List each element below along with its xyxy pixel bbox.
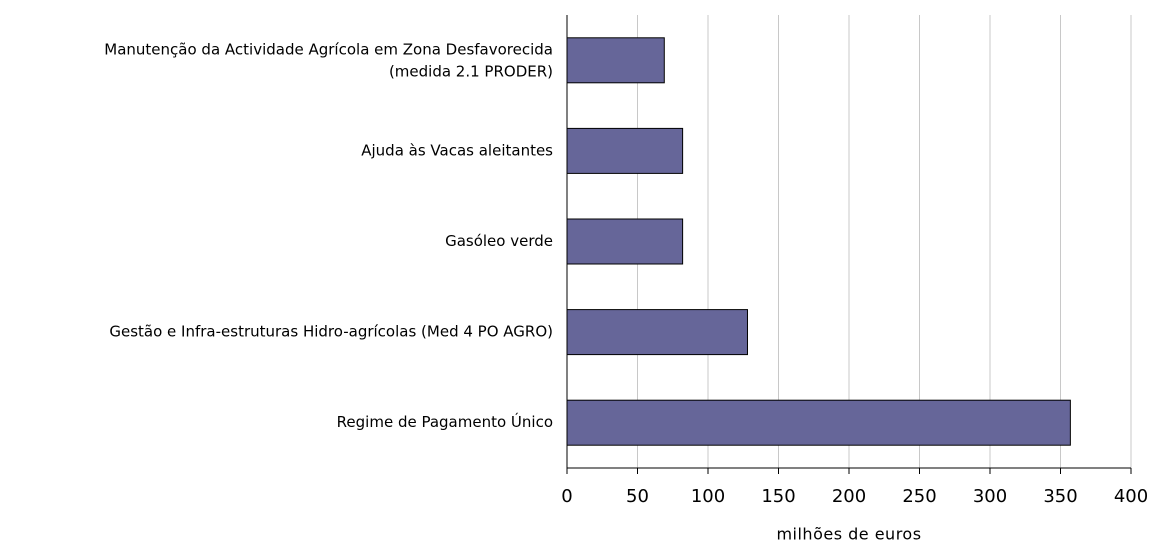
y-tick-label: Manutenção da Actividade Agrícola em Zon… xyxy=(104,40,553,80)
y-tick-label: Gestão e Infra-estruturas Hidro-agrícola… xyxy=(109,323,553,341)
x-tick-label: 0 xyxy=(561,486,572,507)
x-tick-label: 200 xyxy=(832,486,866,507)
y-tick-label: Gasóleo verde xyxy=(445,232,553,250)
x-tick-label: 250 xyxy=(902,486,936,507)
x-tick-label: 400 xyxy=(1114,486,1148,507)
x-tick-label: 100 xyxy=(691,486,725,507)
bar xyxy=(566,37,665,84)
x-tick-label: 150 xyxy=(761,486,795,507)
x-tick-label: 50 xyxy=(626,486,649,507)
y-tick-label: Regime de Pagamento Único xyxy=(337,412,553,431)
x-tick-label: 350 xyxy=(1043,486,1077,507)
y-tick-label: Ajuda às Vacas aleitantes xyxy=(361,141,553,159)
bar xyxy=(566,218,684,265)
bar xyxy=(566,127,684,174)
label-line: (medida 2.1 PRODER) xyxy=(389,62,553,80)
bar xyxy=(566,399,1071,446)
x-axis-title: milhões de euros xyxy=(776,525,921,543)
bar xyxy=(566,309,748,356)
label-line: Manutenção da Actividade Agrícola em Zon… xyxy=(104,40,553,58)
x-tick-label: 300 xyxy=(973,486,1007,507)
